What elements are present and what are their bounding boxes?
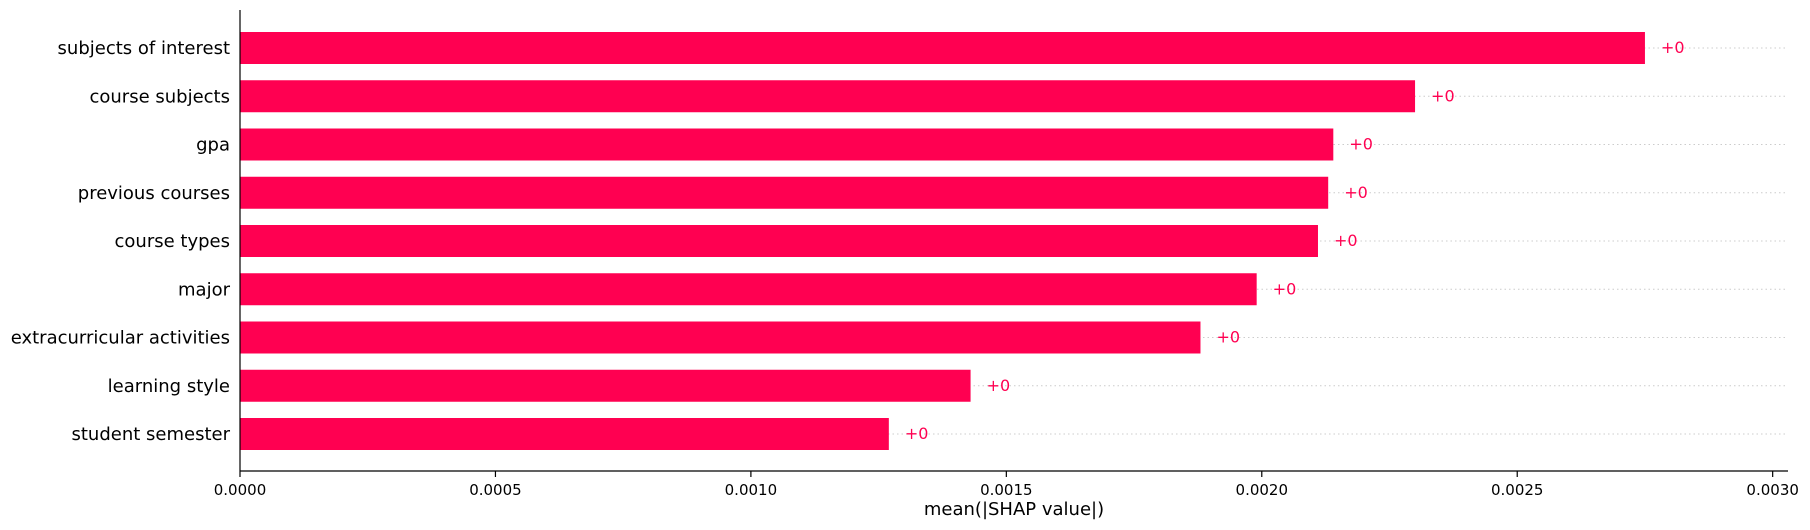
bar (240, 225, 1318, 257)
bar (240, 32, 1645, 64)
x-tick-label: 0.0010 (725, 481, 778, 499)
x-tick-label: 0.0025 (1491, 481, 1544, 499)
category-label: previous courses (78, 183, 230, 204)
axes: 0.0000 0.0005 0.0010 0.0015 0.0020 0.0025 0.00… (214, 10, 1799, 499)
value-label: +0 (1273, 279, 1297, 298)
bar (240, 369, 971, 402)
value-label: +0 (1344, 183, 1368, 202)
x-tick-label: 0.0005 (469, 481, 522, 499)
x-tick-label: 0.0020 (1236, 481, 1289, 499)
value-label: +0 (987, 376, 1011, 395)
x-axis-title: mean(|SHAP value|) (924, 499, 1104, 520)
category-label: course subjects (89, 86, 230, 107)
value-label: +0 (1334, 231, 1358, 250)
value-label: +0 (905, 424, 929, 443)
x-tick-label: 0.0030 (1746, 481, 1799, 499)
bar (240, 273, 1257, 306)
bar (240, 418, 889, 450)
value-label: +0 (1431, 86, 1455, 105)
category-label: gpa (196, 135, 230, 156)
category-label: student semester (71, 424, 230, 445)
bar (240, 80, 1416, 113)
value-label: +0 (1216, 328, 1240, 347)
category-label: subjects of interest (58, 38, 230, 59)
value-label: +0 (1349, 135, 1373, 154)
bar (240, 128, 1334, 161)
category-label: extracurricular activities (11, 328, 230, 349)
category-label: course types (115, 231, 230, 252)
value-label: +0 (1661, 38, 1685, 57)
category-label: major (178, 279, 231, 300)
bar (240, 321, 1201, 354)
bars: subjects of interest +0 course subjects +0 g… (11, 32, 1685, 450)
bar (240, 176, 1329, 209)
x-tick-label: 0.0015 (980, 481, 1033, 499)
category-label: learning style (108, 376, 230, 397)
x-tick-label: 0.0000 (214, 481, 267, 499)
